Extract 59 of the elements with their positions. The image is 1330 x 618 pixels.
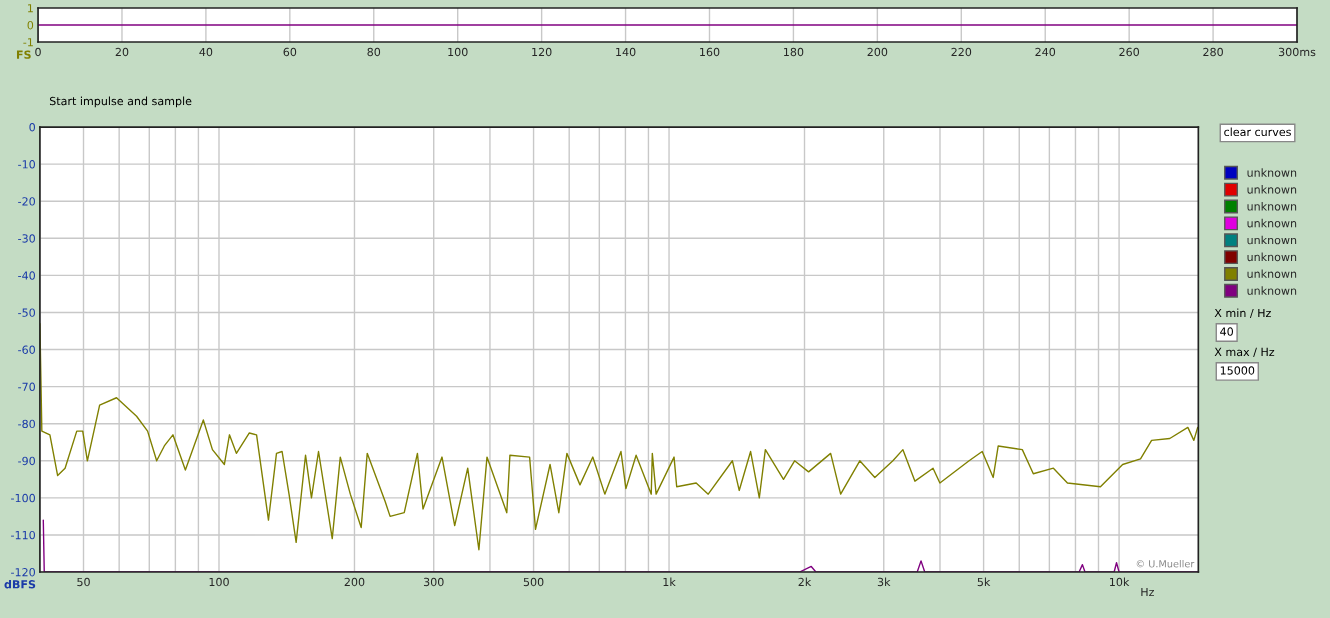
y-tick-label: -20 bbox=[18, 197, 35, 206]
text: 15000 bbox=[1220, 366, 1255, 375]
y-tick-label: 1 bbox=[28, 4, 33, 13]
x-tick-label: 2k bbox=[798, 577, 812, 587]
text: X max / Hz bbox=[1214, 347, 1275, 357]
y-tick-label: -1 bbox=[23, 38, 33, 47]
x-axis-title: Hz bbox=[1141, 587, 1154, 597]
legend-label: unknown bbox=[1247, 252, 1297, 262]
x-tick-label: 140 bbox=[616, 47, 636, 57]
x-tick-label: 10k bbox=[1110, 577, 1130, 587]
y-tick-label: -50 bbox=[18, 308, 35, 317]
legend-label: unknown bbox=[1247, 185, 1297, 194]
x-tick-label: 3k bbox=[877, 577, 891, 587]
x-tick-label: 1k bbox=[663, 577, 676, 587]
y-tick-label: 0 bbox=[29, 123, 35, 132]
text: clear curves bbox=[1224, 127, 1291, 137]
y-tick-label: -100 bbox=[11, 493, 35, 503]
x-tick-label: 160 bbox=[700, 47, 720, 57]
x-tick-label: 100 bbox=[209, 577, 229, 587]
text: X min / Hz bbox=[1214, 308, 1271, 319]
x-tick-label: 500 bbox=[523, 577, 544, 587]
y-tick-label: 0 bbox=[27, 21, 34, 30]
y-tick-label: -70 bbox=[18, 382, 35, 391]
x-tick-label: 300ms bbox=[1278, 47, 1316, 57]
legend-label: unknown bbox=[1247, 168, 1297, 177]
x-tick-label: 280 bbox=[1203, 47, 1223, 57]
x-tick-label: 100 bbox=[448, 47, 468, 57]
legend-label: unknown bbox=[1247, 218, 1297, 228]
y-tick-label: -120 bbox=[11, 568, 35, 577]
text: Start impulse and sample bbox=[49, 96, 192, 108]
y-tick-label: -90 bbox=[18, 456, 35, 466]
y-tick-label: -10 bbox=[18, 160, 35, 169]
legend-label: unknown bbox=[1247, 286, 1297, 295]
legend-label: unknown bbox=[1247, 269, 1297, 278]
y-tick-label: -40 bbox=[18, 271, 35, 280]
legend-label: unknown bbox=[1247, 235, 1297, 245]
x-tick-label: 300 bbox=[423, 577, 444, 587]
y-tick-label: -110 bbox=[11, 530, 35, 540]
annotation: © U.Mueller bbox=[1136, 559, 1195, 568]
x-tick-label: 200 bbox=[867, 47, 888, 57]
x-tick-label: 260 bbox=[1119, 47, 1140, 57]
text: 40 bbox=[1220, 327, 1234, 336]
x-tick-label: 60 bbox=[283, 47, 297, 57]
x-tick-label: 120 bbox=[532, 47, 552, 57]
x-tick-label: 50 bbox=[77, 577, 90, 587]
x-tick-label: 20 bbox=[115, 47, 129, 57]
x-tick-label: 80 bbox=[367, 47, 381, 57]
x-tick-label: 200 bbox=[344, 577, 365, 587]
x-tick-label: 240 bbox=[1035, 47, 1056, 57]
y-tick-label: -60 bbox=[18, 345, 35, 354]
x-tick-label: 220 bbox=[951, 47, 972, 57]
x-tick-label: 40 bbox=[199, 47, 213, 57]
y-axis-title: FS bbox=[16, 50, 31, 59]
x-tick-label: 5k bbox=[977, 577, 991, 587]
y-axis-title: dBFS bbox=[4, 579, 36, 589]
x-tick-label: 180 bbox=[784, 47, 804, 57]
y-tick-label: -80 bbox=[18, 419, 35, 429]
y-tick-label: -30 bbox=[18, 234, 35, 243]
legend-label: unknown bbox=[1247, 201, 1297, 211]
